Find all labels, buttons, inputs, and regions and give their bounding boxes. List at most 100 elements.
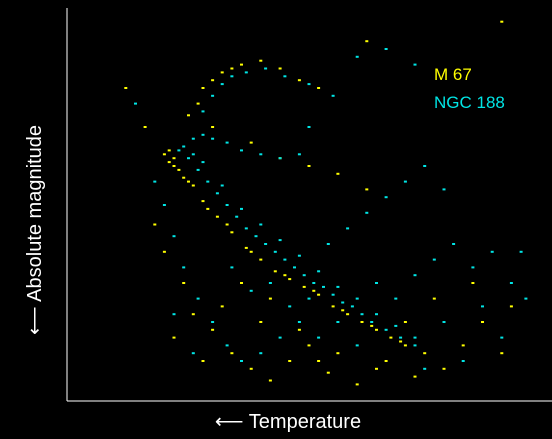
data-point bbox=[326, 243, 330, 245]
data-point bbox=[206, 180, 210, 183]
data-point bbox=[413, 274, 417, 277]
data-point bbox=[331, 94, 335, 97]
data-point bbox=[336, 321, 340, 323]
data-point bbox=[384, 328, 388, 331]
data-point bbox=[273, 270, 277, 273]
data-point bbox=[240, 149, 243, 152]
data-point bbox=[201, 200, 205, 203]
data-point bbox=[481, 321, 484, 323]
data-point bbox=[283, 274, 287, 277]
data-point bbox=[244, 227, 248, 230]
data-point bbox=[220, 184, 224, 187]
data-point bbox=[413, 63, 417, 66]
data-point bbox=[297, 328, 301, 331]
y-axis-label: ⟵ Absolute magnitude bbox=[24, 125, 46, 335]
points-layer bbox=[124, 20, 528, 386]
data-point bbox=[399, 336, 403, 339]
data-point bbox=[331, 293, 335, 296]
data-point bbox=[278, 336, 282, 339]
data-point bbox=[326, 371, 330, 374]
data-point bbox=[215, 192, 219, 195]
data-point bbox=[389, 336, 393, 339]
data-point bbox=[153, 180, 157, 183]
data-point bbox=[172, 157, 176, 160]
series-m67 bbox=[124, 20, 513, 386]
data-point bbox=[524, 297, 528, 300]
data-point bbox=[172, 313, 176, 316]
data-point bbox=[317, 293, 321, 296]
data-point bbox=[124, 87, 128, 89]
data-point bbox=[297, 79, 301, 82]
data-point bbox=[293, 266, 296, 269]
data-point bbox=[288, 278, 292, 281]
legend-item-ngc188: NGC 188 bbox=[434, 93, 505, 112]
data-point bbox=[225, 204, 229, 206]
data-point bbox=[211, 94, 215, 97]
data-point bbox=[259, 258, 263, 261]
data-point bbox=[307, 126, 311, 128]
data-point bbox=[259, 153, 263, 156]
data-point bbox=[162, 153, 166, 156]
data-point bbox=[230, 352, 234, 355]
series-ngc188 bbox=[134, 48, 528, 370]
data-point bbox=[230, 231, 234, 234]
data-point bbox=[162, 250, 166, 253]
data-point bbox=[312, 282, 316, 284]
data-point bbox=[268, 282, 272, 284]
data-point bbox=[201, 133, 205, 136]
data-point bbox=[375, 282, 378, 284]
data-point bbox=[307, 83, 311, 86]
data-point bbox=[196, 102, 200, 105]
data-point bbox=[211, 126, 215, 128]
data-point bbox=[355, 383, 359, 386]
data-point bbox=[182, 266, 186, 269]
data-point bbox=[244, 71, 248, 74]
data-point bbox=[268, 297, 272, 300]
data-point bbox=[350, 305, 354, 308]
data-point bbox=[302, 274, 306, 277]
data-point bbox=[182, 145, 186, 148]
data-point bbox=[403, 344, 407, 347]
data-point bbox=[442, 188, 446, 191]
data-point bbox=[201, 360, 205, 362]
data-point bbox=[519, 250, 523, 253]
data-point bbox=[365, 211, 369, 214]
data-point bbox=[191, 184, 195, 187]
data-point bbox=[375, 328, 378, 331]
data-point bbox=[423, 165, 427, 167]
data-point bbox=[355, 55, 359, 58]
data-point bbox=[297, 153, 301, 156]
data-point bbox=[230, 266, 234, 269]
data-point bbox=[509, 305, 513, 308]
data-point bbox=[317, 270, 321, 273]
data-point bbox=[413, 375, 417, 378]
data-point bbox=[432, 297, 436, 300]
data-point bbox=[500, 352, 504, 355]
data-point bbox=[201, 161, 205, 164]
data-point bbox=[187, 157, 190, 160]
data-point bbox=[461, 344, 465, 347]
data-point bbox=[264, 243, 268, 245]
data-point bbox=[346, 313, 350, 316]
data-point bbox=[360, 313, 364, 316]
data-point bbox=[225, 344, 229, 347]
data-point bbox=[240, 282, 243, 284]
data-point bbox=[403, 321, 407, 323]
data-point bbox=[336, 285, 340, 288]
data-point bbox=[322, 285, 325, 288]
data-point bbox=[259, 223, 263, 226]
data-point bbox=[341, 309, 345, 312]
data-point bbox=[153, 223, 157, 226]
data-point bbox=[360, 321, 364, 323]
data-point bbox=[283, 258, 287, 261]
legend-item-m67: M 67 bbox=[434, 65, 472, 84]
data-point bbox=[201, 110, 205, 113]
data-point bbox=[481, 305, 484, 308]
data-point bbox=[423, 367, 427, 370]
data-point bbox=[442, 321, 446, 323]
data-point bbox=[278, 157, 282, 160]
data-point bbox=[278, 67, 282, 70]
data-point bbox=[490, 250, 494, 253]
data-point bbox=[283, 75, 287, 78]
